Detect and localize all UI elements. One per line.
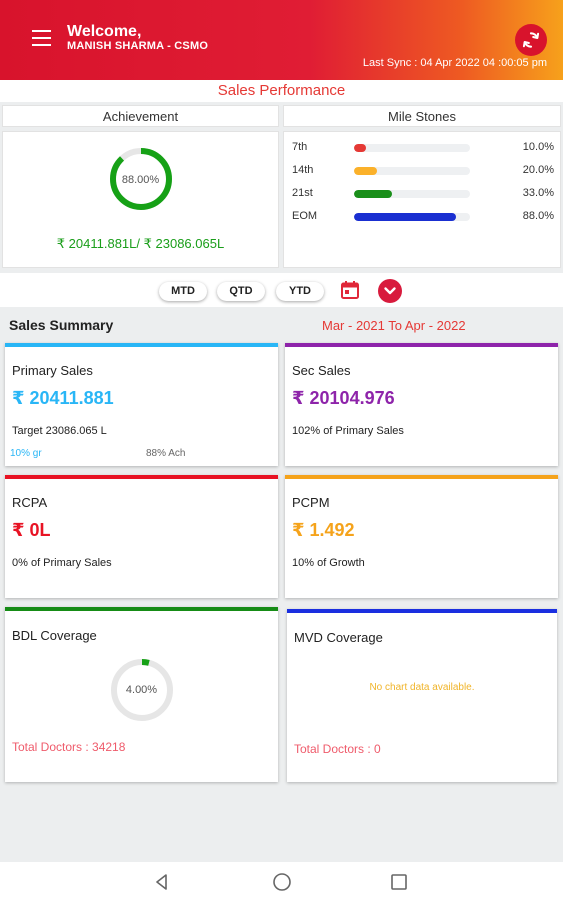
last-sync-text: Last Sync : 04 Apr 2022 04 :00:05 pm [362, 57, 547, 69]
card-title: RCPA [12, 495, 48, 510]
milestone-bar [354, 144, 366, 152]
mvd-total-doctors: Total Doctors : 0 [294, 742, 381, 756]
secondary-sales-value: ₹ 20104.976 [292, 388, 395, 408]
milestones-header: Mile Stones [283, 105, 561, 127]
growth-text: 10% gr [10, 448, 42, 459]
home-button[interactable] [271, 871, 293, 893]
card-accent [5, 475, 278, 479]
milestone-track [354, 167, 470, 175]
back-button[interactable] [151, 871, 173, 893]
sync-button[interactable] [515, 24, 547, 56]
milestone-value: 88.0% [522, 210, 554, 222]
bdl-percent: 4.00% [125, 684, 158, 696]
date-range: Mar - 2021 To Apr - 2022 [322, 318, 466, 333]
primary-sales-target: Target 23086.065 L [12, 425, 107, 437]
milestone-value: 33.0% [522, 187, 554, 199]
card-title: Sec Sales [292, 363, 351, 378]
milestone-row: 14th 20.0% [284, 163, 560, 179]
achievement-donut-chart [110, 148, 172, 210]
milestone-label: 14th [292, 164, 314, 176]
bdl-arc [111, 659, 173, 721]
milestone-track [354, 190, 470, 198]
rcpa-sub: 0% of Primary Sales [12, 557, 112, 569]
mvd-coverage-card[interactable]: MVD Coverage No chart data available. To… [287, 609, 557, 782]
milestone-label: 7th [292, 141, 308, 153]
sales-summary-header: Sales Summary Mar - 2021 To Apr - 2022 [0, 310, 563, 340]
calendar-icon[interactable] [340, 280, 360, 300]
milestone-row: 21st 33.0% [284, 186, 560, 202]
milestone-value: 20.0% [522, 164, 554, 176]
app-header: Welcome, MANISH SHARMA - CSMO Last Sync … [0, 0, 563, 80]
bdl-donut-chart [111, 659, 173, 721]
achievement-panel: 88.00% ₹ 20411.881L/ ₹ 23086.065L [2, 131, 279, 268]
card-accent [5, 607, 278, 611]
chevron-down-icon [384, 287, 396, 295]
achievement-header: Achievement [2, 105, 279, 127]
pcpm-card[interactable]: PCPM ₹ 1.492 10% of Growth [285, 475, 558, 598]
rcpa-card[interactable]: RCPA ₹ 0L 0% of Primary Sales [5, 475, 278, 598]
back-icon [156, 874, 167, 890]
milestone-label: EOM [292, 210, 318, 222]
milestone-value: 10.0% [522, 141, 554, 153]
recents-icon [391, 874, 407, 890]
sales-performance-header: Sales Performance [0, 80, 563, 102]
rcpa-value: ₹ 0L [12, 520, 51, 540]
home-icon [273, 873, 291, 891]
achievement-amount: ₹ 20411.881L/ ₹ 23086.065L [56, 236, 225, 251]
no-chart-message: No chart data available. [369, 682, 475, 693]
system-nav-bar [0, 862, 563, 900]
card-title: MVD Coverage [294, 630, 383, 645]
card-accent [5, 343, 278, 347]
welcome-text: Welcome, [67, 23, 142, 40]
pcpm-sub: 10% of Growth [292, 557, 365, 569]
primary-sales-card[interactable]: Primary Sales ₹ 20411.881 Target 23086.0… [5, 343, 278, 466]
bdl-total-doctors: Total Doctors : 34218 [12, 740, 126, 754]
period-selector: MTD QTD YTD [0, 273, 563, 307]
milestone-bar [354, 190, 393, 198]
mtd-button[interactable]: MTD [159, 282, 207, 301]
sales-performance-title: Sales Performance [217, 82, 346, 99]
card-accent [287, 609, 557, 613]
achievement-arc [110, 148, 172, 210]
user-name: MANISH SHARMA - CSMO [67, 40, 209, 52]
menu-icon[interactable] [32, 30, 52, 48]
secondary-sales-card[interactable]: Sec Sales ₹ 20104.976 102% of Primary Sa… [285, 343, 558, 466]
card-title: BDL Coverage [12, 628, 97, 643]
card-title: Primary Sales [12, 363, 93, 378]
achievement-text: 88% Ach [146, 448, 186, 459]
recents-button[interactable] [388, 871, 410, 893]
sales-summary-title: Sales Summary [9, 317, 114, 333]
milestone-label: 21st [292, 187, 313, 199]
card-title: PCPM [292, 495, 330, 510]
expand-button[interactable] [378, 279, 402, 303]
milestone-track [354, 144, 470, 152]
achievement-percent: 88.00% [121, 174, 160, 186]
ytd-button[interactable]: YTD [276, 282, 324, 301]
pcpm-value: ₹ 1.492 [292, 520, 355, 540]
card-accent [285, 343, 558, 347]
milestone-row: 7th 10.0% [284, 140, 560, 156]
secondary-sales-sub: 102% of Primary Sales [292, 425, 404, 437]
refresh-icon [522, 32, 540, 48]
primary-sales-value: ₹ 20411.881 [12, 388, 114, 408]
milestone-bar [354, 213, 457, 221]
milestone-bar [354, 167, 378, 175]
milestones-panel: 7th 10.0% 14th 20.0% 21st 33.0% EOM 88.0… [283, 131, 561, 268]
milestone-track [354, 213, 470, 221]
milestone-row: EOM 88.0% [284, 209, 560, 225]
bdl-coverage-card[interactable]: BDL Coverage 4.00% Total Doctors : 34218 [5, 607, 278, 782]
card-accent [285, 475, 558, 479]
qtd-button[interactable]: QTD [217, 282, 265, 301]
